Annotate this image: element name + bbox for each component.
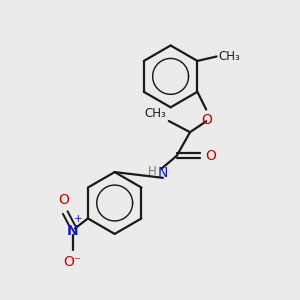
Text: O: O [201, 113, 212, 127]
Text: O⁻: O⁻ [64, 255, 82, 269]
Text: O: O [206, 149, 217, 163]
Text: H: H [147, 165, 156, 178]
Text: CH₃: CH₃ [145, 106, 166, 119]
Text: O: O [58, 193, 69, 207]
Text: +: + [74, 214, 82, 224]
Text: CH₃: CH₃ [219, 50, 240, 63]
Text: N: N [158, 166, 168, 180]
Text: N: N [67, 224, 78, 238]
